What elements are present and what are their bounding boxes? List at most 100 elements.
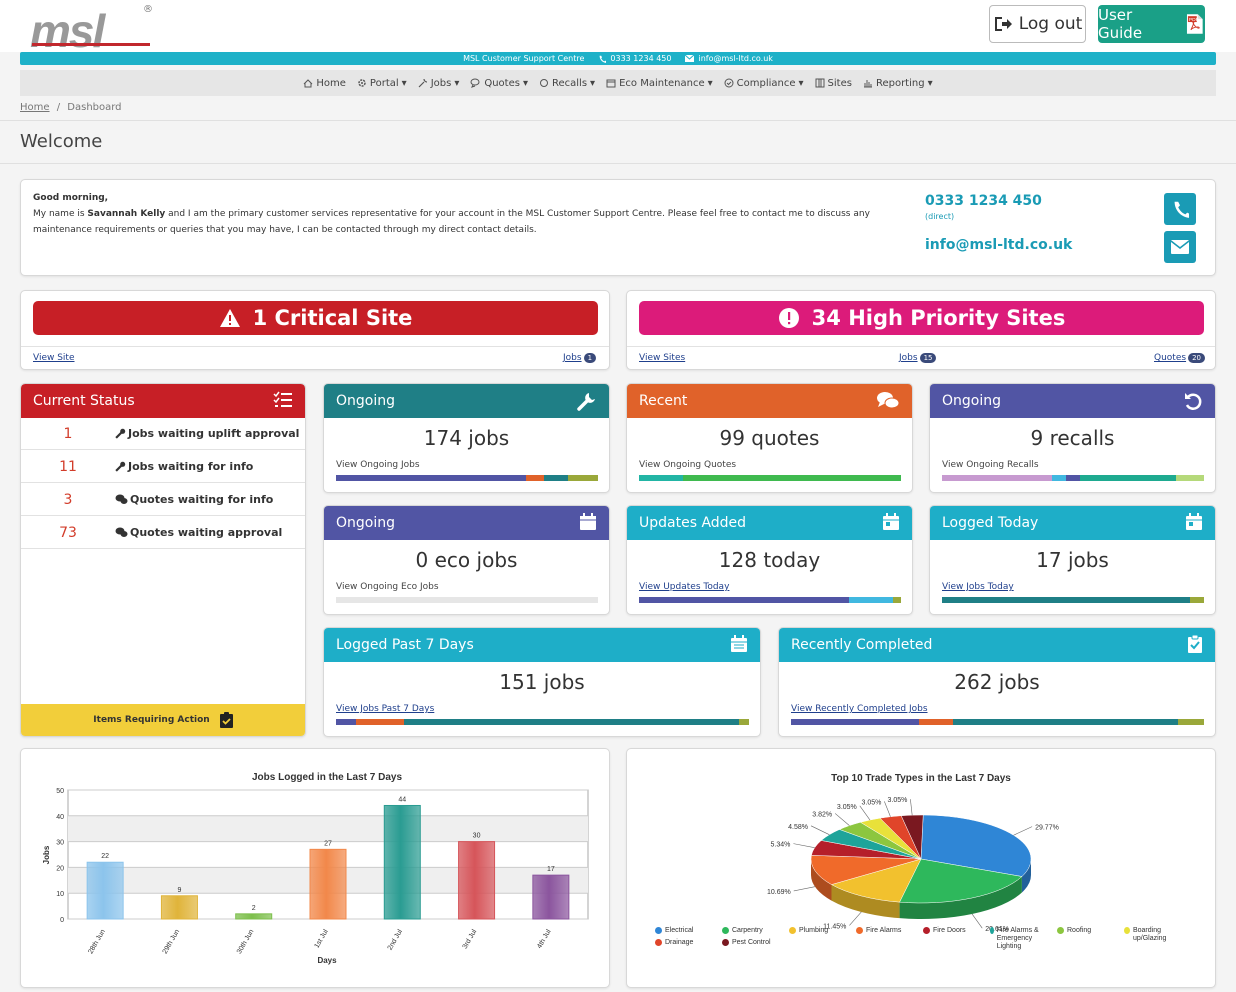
updates-added-tile: Updates Added 128 today View Updates Tod…	[626, 505, 913, 615]
speech-icon	[540, 79, 548, 87]
progress-segment	[849, 597, 893, 603]
legend-item[interactable]: Drainage	[655, 939, 718, 947]
envelope-icon	[1171, 240, 1189, 254]
nav-reporting[interactable]: Reporting ▾	[863, 78, 933, 89]
legend-item[interactable]: Fire Alarms & Emergency Lighting	[990, 927, 1053, 951]
legend-item[interactable]: Electrical	[655, 927, 718, 935]
chart-legend: Electrical Carpentry Plumbing Fire Alarms Fi…	[655, 927, 1195, 967]
legend-swatch	[722, 939, 729, 946]
status-row[interactable]: 73 Quotes waiting approval	[21, 517, 305, 549]
legend-item[interactable]: Plumbing	[789, 927, 852, 935]
status-label: Quotes waiting for info	[130, 493, 274, 506]
recent-quotes-tile: Recent 99 quotes View Ongoing Quotes	[626, 383, 913, 493]
legend-item[interactable]: Boarding up/Glazing	[1124, 927, 1187, 943]
tile-link[interactable]: View Jobs Today	[942, 582, 1014, 592]
bar[interactable]	[160, 895, 198, 920]
tile-link[interactable]: View Updates Today	[639, 582, 730, 592]
pie-slice[interactable]	[830, 858, 922, 903]
nav-compliance[interactable]: Compliance ▾	[724, 78, 804, 89]
pie-leader-line	[1013, 826, 1033, 836]
nav-sites[interactable]: Sites	[815, 78, 852, 89]
bar[interactable]	[235, 913, 273, 920]
bar[interactable]	[309, 848, 347, 920]
legend-item[interactable]: Carpentry	[722, 927, 785, 935]
header: msl ® Log out User Guide PDF	[0, 0, 1236, 57]
tile-value: 17 jobs	[1036, 548, 1109, 572]
status-row[interactable]: 3 Quotes waiting for info	[21, 484, 305, 516]
progress-segment	[942, 597, 1190, 603]
email-button[interactable]	[1164, 231, 1196, 263]
pie-slice-side	[831, 884, 900, 919]
strip-email[interactable]: info@msl-ltd.co.uk	[685, 54, 773, 63]
status-row[interactable]: 11 Jobs waiting for info	[21, 451, 305, 483]
x-tick-label: 2nd Jul	[387, 928, 405, 951]
nav-home[interactable]: Home	[303, 78, 346, 89]
tile-progress	[336, 719, 749, 725]
tile-link[interactable]: View Recently Completed Jobs	[791, 704, 928, 714]
nav-eco-maintenance[interactable]: Eco Maintenance ▾	[606, 78, 713, 89]
ongoing-eco-tile: Ongoing 0 eco jobs View Ongoing Eco Jobs	[323, 505, 610, 615]
nav-portal[interactable]: Portal ▾	[357, 78, 407, 89]
status-label: Jobs waiting for info	[128, 460, 254, 473]
bar[interactable]	[86, 861, 124, 920]
pie-value-label: 11.45%	[823, 923, 846, 930]
nav-quotes[interactable]: Quotes ▾	[470, 78, 528, 89]
current-status-panel: Current Status 1 Jobs waiting uplift app…	[20, 383, 306, 737]
progress-segment	[356, 719, 404, 725]
divider	[0, 163, 1236, 164]
rep-email[interactable]: info@msl-ltd.co.uk	[925, 237, 1073, 253]
tile-link[interactable]: View Ongoing Quotes	[639, 460, 737, 470]
rep-phone[interactable]: 0333 1234 450	[925, 193, 1042, 209]
legend-swatch	[856, 927, 863, 934]
tile-link[interactable]: View Ongoing Jobs	[336, 460, 420, 470]
tile-link[interactable]: View Ongoing Eco Jobs	[336, 582, 439, 592]
strip-phone[interactable]: 0333 1234 450	[598, 54, 671, 63]
divider	[21, 346, 609, 347]
critical-jobs-link[interactable]: Jobs 1	[563, 353, 597, 363]
pie-slice-side	[811, 859, 832, 901]
tile-header: Updates Added	[627, 506, 912, 540]
bar[interactable]	[458, 841, 496, 920]
pie-slice-side	[1021, 859, 1031, 893]
bar[interactable]	[383, 804, 421, 920]
clipboard-check-icon	[1188, 635, 1202, 653]
progress-segment	[639, 475, 683, 481]
pie-slice[interactable]	[920, 814, 1032, 877]
clipboard-check-icon	[219, 712, 233, 728]
logo[interactable]: msl	[30, 5, 105, 57]
view-site-link[interactable]: View Site	[33, 353, 75, 363]
status-row[interactable]: 1 Jobs waiting uplift approval	[21, 418, 305, 450]
progress-segment	[336, 475, 526, 481]
critical-site-banner[interactable]: 1 Critical Site	[33, 301, 598, 335]
legend-item[interactable]: Pest Control	[722, 939, 785, 947]
high-priority-jobs-link[interactable]: Jobs 15	[899, 353, 937, 363]
tile-link[interactable]: View Jobs Past 7 Days	[336, 704, 435, 714]
progress-segment	[639, 597, 849, 603]
breadcrumb-home[interactable]: Home	[20, 102, 50, 113]
call-button[interactable]	[1164, 193, 1196, 225]
legend-label: Fire Alarms	[866, 927, 902, 934]
tile-value: 151 jobs	[499, 670, 585, 694]
nav-jobs[interactable]: Jobs ▾	[418, 78, 459, 89]
tile-link[interactable]: View Ongoing Recalls	[942, 460, 1039, 470]
legend-item[interactable]: Fire Alarms	[856, 927, 919, 935]
high-priority-quotes-link[interactable]: Quotes 20	[1154, 353, 1205, 363]
x-tick-label: 29th Jun	[162, 928, 182, 955]
pie-slice[interactable]	[899, 858, 1023, 904]
high-priority-banner[interactable]: 34 High Priority Sites	[639, 301, 1204, 335]
rep-phone-note: (direct)	[925, 212, 955, 221]
legend-item[interactable]: Roofing	[1057, 927, 1120, 935]
progress-segment	[568, 475, 598, 481]
user-guide-button[interactable]: User Guide PDF	[1098, 5, 1205, 43]
legend-item[interactable]: Fire Doors	[923, 927, 986, 935]
pie-slice[interactable]	[810, 855, 922, 885]
legend-label: Fire Doors	[933, 927, 966, 934]
view-sites-link[interactable]: View Sites	[639, 353, 686, 363]
items-requiring-action-bar[interactable]: Items Requiring Action	[21, 704, 305, 736]
logout-button[interactable]: Log out	[989, 5, 1086, 43]
pie-leader-line	[971, 913, 983, 929]
nav-recalls[interactable]: Recalls ▾	[539, 78, 595, 89]
bar[interactable]	[532, 874, 570, 920]
bar-value-label: 30	[473, 833, 481, 840]
progress-segment	[526, 475, 544, 481]
